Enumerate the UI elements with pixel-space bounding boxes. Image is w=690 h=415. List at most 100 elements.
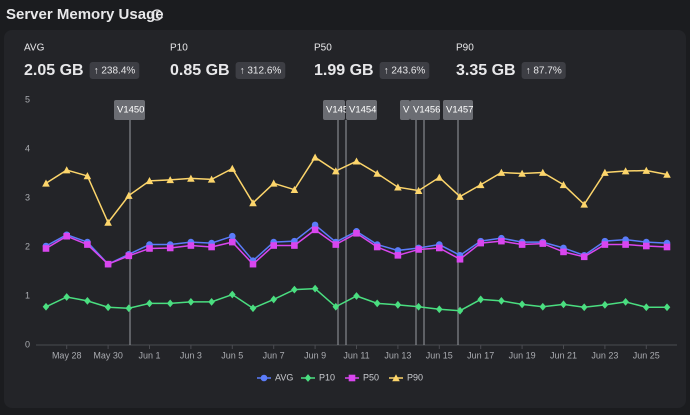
data-point bbox=[228, 164, 237, 172]
data-point bbox=[643, 303, 650, 312]
data-point bbox=[518, 169, 526, 177]
data-point bbox=[125, 304, 133, 313]
annotation-label: V1450 bbox=[117, 105, 144, 116]
data-point bbox=[63, 232, 70, 240]
change-badge bbox=[521, 62, 566, 79]
page-title: Server Memory Usage bbox=[6, 6, 164, 23]
data-point bbox=[580, 200, 588, 208]
data-point bbox=[580, 303, 588, 312]
data-point bbox=[621, 167, 630, 175]
data-point bbox=[83, 172, 92, 180]
data-point bbox=[518, 300, 526, 309]
data-point bbox=[353, 292, 360, 300]
data-point bbox=[642, 166, 651, 174]
data-point bbox=[208, 297, 215, 306]
data-point bbox=[42, 302, 50, 311]
annotation-label: V bbox=[403, 105, 410, 116]
data-point bbox=[622, 297, 629, 306]
x-tick-label: Jun 25 bbox=[633, 350, 660, 360]
data-point bbox=[249, 304, 257, 313]
x-tick-label: Jun 23 bbox=[591, 350, 618, 360]
y-tick-label: 4 bbox=[25, 143, 30, 153]
data-point bbox=[42, 179, 50, 187]
data-point bbox=[166, 244, 174, 252]
data-point bbox=[477, 295, 484, 304]
data-point bbox=[539, 168, 547, 176]
info-icon[interactable] bbox=[151, 9, 163, 21]
data-point bbox=[332, 241, 340, 248]
data-point bbox=[187, 242, 195, 249]
data-point bbox=[353, 229, 360, 237]
data-point bbox=[435, 173, 444, 181]
data-point bbox=[373, 169, 381, 177]
x-tick-label: Jun 13 bbox=[384, 350, 411, 360]
legend-label: P90 bbox=[407, 372, 423, 382]
annotation-box bbox=[400, 100, 410, 120]
change-badge bbox=[379, 62, 430, 79]
data-point bbox=[622, 241, 629, 248]
legend-marker bbox=[392, 374, 400, 382]
data-point bbox=[601, 168, 609, 176]
stat-change: ↑ 238.4% bbox=[94, 66, 136, 77]
data-point bbox=[436, 305, 443, 314]
data-point bbox=[332, 167, 340, 175]
x-tick-label: Jun 15 bbox=[426, 350, 453, 360]
data-point bbox=[580, 253, 588, 261]
data-point bbox=[229, 232, 236, 240]
data-point bbox=[498, 297, 505, 305]
data-point bbox=[601, 300, 609, 309]
data-point bbox=[229, 290, 236, 299]
data-point bbox=[229, 238, 236, 246]
data-point bbox=[415, 302, 422, 311]
data-point bbox=[663, 303, 671, 312]
data-point bbox=[291, 285, 298, 294]
data-point bbox=[104, 218, 112, 226]
stat-change: ↑ 312.6% bbox=[240, 66, 282, 77]
data-point bbox=[477, 239, 484, 247]
stat-label: P10 bbox=[170, 43, 188, 54]
legend-marker bbox=[304, 374, 312, 382]
data-point bbox=[104, 303, 112, 312]
data-point bbox=[394, 183, 402, 191]
data-point bbox=[84, 241, 91, 248]
stat-value: 1.99 GB bbox=[314, 62, 374, 79]
annotation-box bbox=[323, 100, 345, 120]
data-point bbox=[290, 185, 299, 193]
data-point bbox=[414, 186, 423, 194]
x-tick-label: May 30 bbox=[93, 350, 123, 360]
data-point bbox=[207, 175, 216, 183]
y-tick-label: 2 bbox=[25, 241, 30, 251]
x-tick-label: Jun 17 bbox=[467, 350, 494, 360]
annotation-box bbox=[346, 100, 377, 120]
data-point bbox=[663, 243, 671, 251]
data-point bbox=[518, 241, 526, 248]
data-point bbox=[187, 174, 195, 182]
annotation-label: V145 bbox=[326, 105, 348, 116]
x-tick-label: Jun 1 bbox=[138, 350, 160, 360]
y-tick-label: 5 bbox=[25, 94, 30, 104]
legend-marker bbox=[348, 374, 356, 382]
x-tick-label: Jun 11 bbox=[343, 350, 369, 360]
legend-label: AVG bbox=[275, 372, 293, 382]
data-point bbox=[63, 293, 70, 301]
stat-change: ↑ 243.6% bbox=[384, 66, 426, 77]
data-point bbox=[125, 252, 133, 260]
data-point bbox=[208, 243, 215, 251]
data-point bbox=[456, 306, 464, 315]
panel bbox=[4, 30, 686, 408]
annotation-box bbox=[443, 100, 473, 120]
stat-label: P90 bbox=[456, 43, 474, 54]
stat-value: 2.05 GB bbox=[24, 62, 84, 79]
data-point bbox=[311, 226, 319, 234]
data-point bbox=[270, 242, 277, 249]
data-point bbox=[456, 192, 464, 200]
data-point bbox=[497, 168, 506, 176]
data-point bbox=[394, 300, 402, 309]
data-point bbox=[249, 199, 257, 207]
stat-change: ↑ 87.7% bbox=[526, 66, 562, 77]
change-badge bbox=[235, 62, 286, 79]
x-tick-label: Jun 21 bbox=[550, 350, 577, 360]
data-point bbox=[498, 237, 505, 245]
annotation-box bbox=[410, 100, 440, 120]
annotation-label: V1454 bbox=[349, 105, 376, 116]
